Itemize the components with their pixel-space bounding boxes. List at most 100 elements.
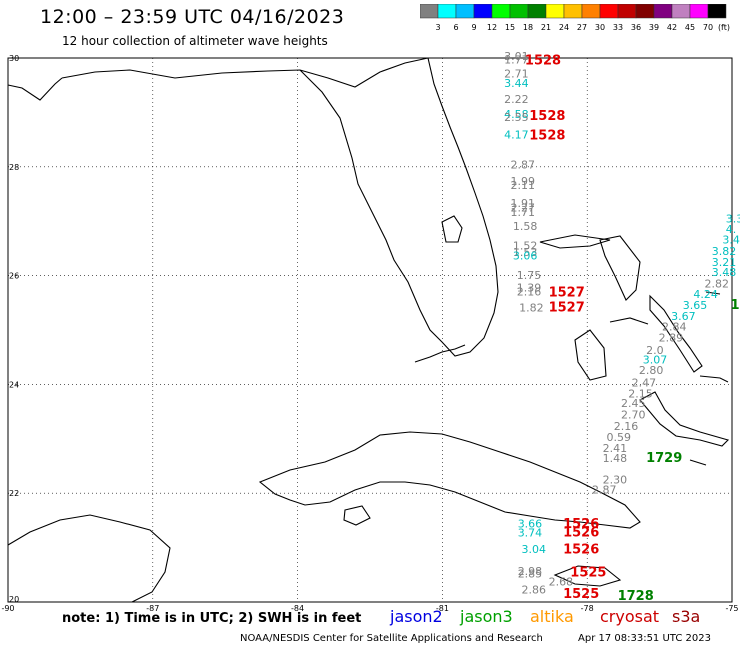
lon-tick-label: -78	[581, 604, 594, 613]
lake-okeechobee	[441, 215, 463, 243]
legend-label: 36	[631, 23, 641, 32]
wave-height-value: 3.44	[504, 77, 529, 90]
pass-time-label: 1525	[570, 565, 606, 580]
pass-time-label: 1525	[563, 587, 599, 602]
lat-tick-label: 28	[9, 163, 19, 172]
wave-height-value: 3.67	[671, 310, 696, 323]
wave-height-value: 3.06	[513, 249, 538, 262]
lat-tick-label: 30	[9, 54, 19, 63]
wave-height-value: 1.39	[517, 281, 542, 294]
wave-height-value: 2.27	[510, 201, 535, 214]
wave-height-value: 2.55	[504, 111, 529, 124]
wave-height-value: 2.68	[549, 576, 574, 589]
lat-tick-label: 20	[9, 595, 19, 604]
map-frame	[7, 57, 733, 603]
wave-height-value: 2.22	[504, 93, 529, 106]
legend-label: 6	[453, 23, 458, 32]
legend-label: 27	[577, 23, 587, 32]
lon-tick-label: -90	[1, 604, 14, 613]
pass-time-label: 1729	[646, 451, 682, 466]
legend-label: 3	[435, 23, 440, 32]
bahamas-grand	[539, 234, 611, 249]
lat-tick-label: 22	[9, 489, 19, 498]
pass-time-label: 1528	[529, 109, 565, 124]
satellite-s3a: s3a	[672, 607, 701, 626]
panhandle-coast	[7, 77, 63, 101]
wave-height-value: 3.3	[726, 212, 740, 225]
pass-time-label: 1526	[563, 526, 599, 541]
footer-credit: NOAA/NESDIS Center for Satellite Applica…	[240, 633, 543, 644]
wave-observations: 3.011.77 2.713.44 2.22 4.582.55 4.17 2.87 1.99…	[504, 50, 740, 604]
florida-coastline	[61, 57, 499, 357]
wave-height-value: 3.01	[504, 50, 529, 63]
wave-height-value: 1.77	[504, 53, 529, 66]
bahamas-abaco	[599, 235, 641, 301]
wave-height-value: 2.45	[621, 397, 646, 410]
legend-label: 12	[487, 23, 497, 32]
wave-height-value: 3.04	[522, 543, 547, 556]
wave-height-value: 1.52	[513, 239, 538, 252]
bahamas-islands	[609, 291, 729, 466]
units-note: note: 1) Time is in UTC; 2) SWH is in fe…	[62, 611, 362, 626]
lon-tick-label: -84	[291, 604, 304, 613]
wave-height-value: 2.15	[628, 387, 653, 400]
legend-label: 33	[613, 23, 623, 32]
wave-height-value: 3.65	[683, 299, 708, 312]
lon-tick-label: -81	[436, 604, 449, 613]
wave-height-value: 2.98	[518, 565, 543, 578]
wave-height-value: 2.87	[510, 158, 535, 171]
wave-height-value: 2.86	[522, 583, 547, 596]
wave-height-value: 2.16	[614, 420, 639, 433]
wave-height-value: 1.71	[510, 206, 535, 219]
footer-timestamp: Apr 17 08:33:51 UTC 2023	[578, 633, 711, 644]
graticule	[7, 57, 733, 603]
legend-unit: (ft)	[718, 23, 730, 32]
florida-keys	[414, 344, 466, 363]
wave-height-value: 3.4	[722, 234, 740, 247]
satellite-cryosat: cryosat	[600, 607, 660, 626]
wave-height-value: 2.47	[632, 377, 657, 390]
wave-height-value: 3.48	[712, 266, 737, 279]
pass-time-label: 1528	[529, 129, 565, 144]
legend-label: 18	[523, 23, 533, 32]
pass-time-label: 1526	[563, 517, 599, 532]
jamaica-coast	[553, 565, 622, 587]
wave-height-value: 2.11	[510, 179, 535, 192]
wave-height-value: 2.0	[646, 344, 664, 357]
isla-juventud	[343, 505, 371, 526]
lat-tick-label: 26	[9, 272, 19, 281]
wave-height-value: 4.17	[504, 129, 529, 142]
wave-height-value: 2.71	[504, 68, 529, 81]
wave-height-value: 3.21	[712, 256, 737, 269]
wave-height-value: 4.58	[504, 108, 529, 121]
wave-height-value: 1.75	[517, 269, 542, 282]
wave-height-value: 1.82	[519, 302, 544, 315]
wave-height-value: 2.70	[621, 409, 646, 422]
legend-label: 39	[649, 23, 659, 32]
satellite-jason3: jason3	[460, 607, 513, 626]
coastlines	[7, 57, 730, 603]
wave-height-value: 1.53	[513, 246, 538, 259]
wave-height-value: 3.07	[643, 354, 668, 367]
pass-time-label: 1	[731, 298, 740, 313]
pass-time-label: 1728	[618, 589, 654, 604]
cuba-coastline	[258, 431, 641, 529]
wave-height-value: 2.30	[603, 473, 628, 486]
page-subtitle: 12 hour collection of altimeter wave hei…	[62, 34, 328, 48]
satellite-altika: altika	[530, 607, 574, 626]
wave-height-value: 4.	[726, 223, 737, 236]
legend-label: 15	[505, 23, 515, 32]
bahamas-eleuthera	[649, 294, 703, 373]
lon-tick-label: -75	[725, 604, 738, 613]
wave-height-value: 2.41	[603, 442, 628, 455]
satellite-jason2: jason2	[390, 607, 443, 626]
wave-height-value: 2.16	[517, 286, 542, 299]
wave-height-value: 2.84	[662, 321, 687, 334]
legend-label: 30	[595, 23, 605, 32]
wave-height-value: 2.82	[704, 278, 729, 291]
wave-height-value: 2.80	[639, 364, 664, 377]
wave-height-value: 1.91	[510, 197, 535, 210]
legend-swatch	[707, 4, 727, 19]
legend-label: 9	[471, 23, 476, 32]
wave-height-value: 3.82	[712, 245, 737, 258]
